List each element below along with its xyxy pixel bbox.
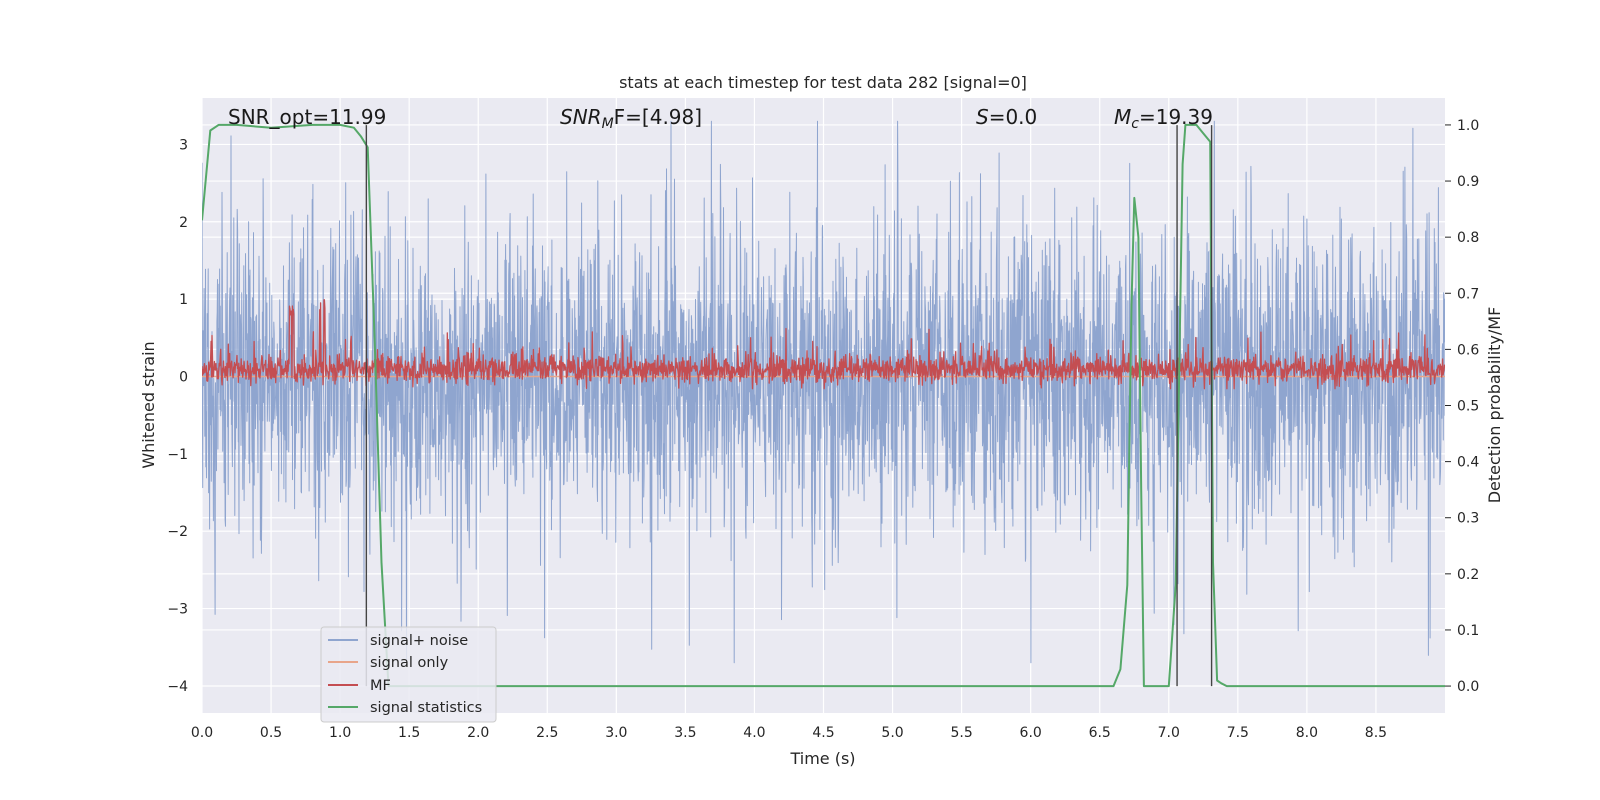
legend-label-signal-only: signal only xyxy=(370,655,449,671)
x-tick-label: 2.5 xyxy=(536,725,558,741)
chart-title: stats at each timestep for test data 282… xyxy=(619,73,1027,92)
series-signal-noise xyxy=(202,120,1445,664)
x-tick-label: 6.5 xyxy=(1089,725,1111,741)
y-right-tick-label: 0.6 xyxy=(1457,342,1479,358)
y-left-tick-label: 0 xyxy=(179,369,188,385)
x-tick-label: 7.0 xyxy=(1158,725,1180,741)
y-right-tick-label: 0.0 xyxy=(1457,679,1479,695)
y-left-tick-label: −2 xyxy=(167,524,188,540)
x-axis-title: Time (s) xyxy=(789,749,855,768)
tick-labels: 0.0 0.5 1.0 1.5 2.0 2.5 3.0 3.5 4.0 4.5 5.0 5.5 6.0 6… xyxy=(167,118,1479,741)
y-right-tick-label: 0.3 xyxy=(1457,511,1479,527)
x-tick-label: 4.0 xyxy=(743,725,765,741)
x-tick-label: 5.0 xyxy=(881,725,903,741)
y-left-tick-label: −1 xyxy=(167,447,188,463)
y-left-tick-label: 3 xyxy=(179,137,188,153)
y-right-tick-label: 0.1 xyxy=(1457,623,1479,639)
y-left-tick-label: 2 xyxy=(179,215,188,231)
annotation-snr-mf-rest: F=[4.98] xyxy=(614,105,702,129)
y-left-tick-label: 1 xyxy=(179,292,188,308)
series-mf xyxy=(202,299,1445,390)
y-right-tick-label: 0.2 xyxy=(1457,567,1479,583)
x-tick-label: 5.5 xyxy=(950,725,972,741)
legend: signal+ noise signal only MF signal stat… xyxy=(320,626,497,723)
vertical-markers xyxy=(365,125,1213,687)
annotation-mc: Mc=19.39 xyxy=(1114,105,1213,132)
legend-box xyxy=(320,626,497,723)
x-tick-label: 0.5 xyxy=(260,725,282,741)
x-tick-label: 2.0 xyxy=(467,725,489,741)
x-tick-label: 1.5 xyxy=(398,725,420,741)
y-axis-right-title: Detection probability/MF xyxy=(1485,307,1504,504)
x-tick-label: 3.5 xyxy=(674,725,696,741)
x-tick-label: 6.0 xyxy=(1020,725,1042,741)
x-tick-label: 0.0 xyxy=(191,725,213,741)
annotation-s-rest: =0.0 xyxy=(989,105,1038,129)
legend-label-mf: MF xyxy=(370,678,391,694)
annotation-snr-opt: SNR_opt=11.99 xyxy=(228,105,386,129)
y-right-tick-label: 0.5 xyxy=(1457,399,1479,415)
x-tick-label: 8.5 xyxy=(1365,725,1387,741)
annotation-snr-mf-sub: M xyxy=(602,116,614,132)
annotation-s-label: S xyxy=(976,105,989,129)
y-right-tick-label: 0.7 xyxy=(1457,286,1479,302)
annotation-mc-label: M xyxy=(1114,105,1131,129)
x-tick-label: 7.5 xyxy=(1227,725,1249,741)
annotation-snr-mf: SNRMF=[4.98] xyxy=(560,105,702,132)
x-tick-label: 1.0 xyxy=(329,725,351,741)
annotation-s: S=0.0 xyxy=(976,105,1037,129)
y-right-tick-label: 0.8 xyxy=(1457,230,1479,246)
legend-label-signal-noise: signal+ noise xyxy=(370,633,468,649)
y-right-tick-label: 1.0 xyxy=(1457,118,1479,134)
x-tick-label: 3.0 xyxy=(605,725,627,741)
y-right-tick-label: 0.4 xyxy=(1457,455,1479,471)
x-tick-label: 8.0 xyxy=(1296,725,1318,741)
annotation-snr-mf-label: SNR xyxy=(560,105,602,129)
y-right-tick-label: 0.9 xyxy=(1457,174,1479,190)
series-signal-statistics xyxy=(202,123,1445,688)
y-left-tick-label: −4 xyxy=(167,679,188,695)
annotation-mc-rest: =19.39 xyxy=(1139,105,1213,129)
annotation-mc-sub: c xyxy=(1131,116,1139,132)
series-layer xyxy=(202,120,1445,688)
y-axis-left-title: Whitened strain xyxy=(139,341,158,468)
x-tick-label: 4.5 xyxy=(812,725,834,741)
legend-label-signal-statistics: signal statistics xyxy=(370,700,482,716)
y-left-tick-label: −3 xyxy=(167,602,188,618)
